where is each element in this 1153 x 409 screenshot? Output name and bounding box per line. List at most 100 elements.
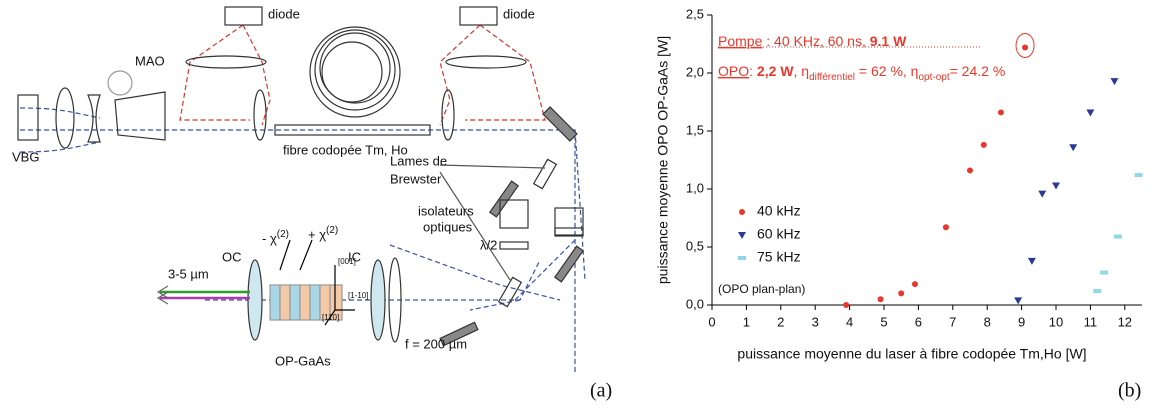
x-tick-label: 3	[812, 314, 819, 329]
marker	[1022, 44, 1029, 51]
x-tick-label: 1	[743, 314, 750, 329]
isolator	[499, 199, 529, 229]
arrow-head	[156, 285, 169, 305]
pump-beam	[179, 24, 546, 126]
pointer	[279, 239, 313, 271]
mirror	[542, 106, 578, 142]
annotation: 9.1 W	[870, 33, 907, 49]
marker	[1069, 144, 1078, 152]
label: diode	[268, 6, 300, 21]
marker	[911, 281, 918, 288]
y-axis-title: puissance moyenne OPO OP-GaAs [W]	[655, 36, 671, 284]
legend-label: 40 kHz	[757, 203, 801, 219]
ic-mirror	[370, 259, 386, 341]
x-tick-label: 11	[1084, 314, 1098, 329]
label: - χ	[262, 231, 277, 246]
crystal	[269, 284, 343, 321]
half-wave-plate	[499, 241, 529, 250]
label: Lames de	[390, 153, 447, 168]
mao	[114, 91, 166, 141]
x-tick-label: 6	[915, 314, 922, 329]
fiber	[274, 124, 431, 136]
fiber-coil	[309, 26, 401, 118]
beam	[20, 129, 586, 375]
marker	[1052, 182, 1060, 190]
lens	[87, 94, 101, 143]
marker	[1113, 234, 1122, 239]
x-tick-label: 12	[1118, 314, 1132, 329]
chart: Pompe : 40 KHz, 60 ns, 9.1 W OPO: 2,2 W,…	[655, 6, 1143, 362]
marker	[1027, 257, 1036, 265]
lens	[185, 55, 267, 69]
diagram	[17, 6, 586, 375]
label: 3-5 µm	[168, 266, 209, 281]
legend-label: 75 kHz	[757, 249, 801, 265]
isolator	[554, 207, 584, 237]
lens	[55, 87, 75, 149]
mirror	[488, 180, 520, 218]
label: [110]	[322, 313, 339, 322]
label: + χ	[308, 227, 326, 242]
label: Brewster	[390, 171, 442, 186]
label: diode	[503, 6, 535, 21]
marker	[898, 290, 905, 297]
lens	[388, 257, 402, 343]
label: optiques	[423, 219, 473, 234]
y-tick-label: 2,5	[686, 6, 704, 21]
marker	[1014, 297, 1023, 305]
lens	[253, 89, 267, 141]
x-tick-label: 9	[1018, 314, 1025, 329]
vbg	[17, 94, 39, 141]
x-tick-label: 5	[880, 314, 887, 329]
marker	[1134, 173, 1143, 178]
marker	[738, 232, 746, 239]
y-tick-label: 2,0	[686, 64, 704, 79]
y-tick-label: 1,0	[686, 180, 704, 195]
annotation: :	[749, 63, 757, 79]
x-tick-label: 7	[949, 314, 956, 329]
crystal-axes	[324, 265, 355, 326]
label: IC	[348, 249, 361, 264]
pointer	[439, 164, 546, 281]
marker	[1086, 109, 1095, 117]
annotation: , η	[793, 63, 809, 79]
oc-mirror	[247, 259, 263, 341]
beam	[19, 107, 561, 301]
x-tick-label: 8	[984, 314, 991, 329]
marker	[967, 167, 973, 174]
marker	[1110, 78, 1119, 86]
x-tick-label: 4	[846, 314, 853, 329]
legend-label: 60 kHz	[757, 226, 801, 242]
annotation: Pompe : 40 KHz, 60 ns, 9.1 W	[718, 33, 907, 49]
label: fibre codopée Tm, Ho	[283, 142, 408, 157]
lens	[445, 55, 527, 69]
x-axis-title: puissance moyenne du laser à fibre codop…	[737, 346, 1086, 362]
diagram-labels: diode diode MAO VBG fibre codopée Tm, Ho…	[12, 6, 535, 368]
x-tick-label: 10	[1049, 314, 1063, 329]
marker	[1038, 190, 1047, 198]
x-tick-label: 0	[708, 314, 715, 329]
label: isolateurs	[418, 203, 474, 218]
label: f = 200 µm	[405, 336, 467, 351]
annotation: OPO: 2,2 W, ηdifférentiel = 62 %, ηopt-o…	[718, 63, 1005, 83]
half-wave-plate	[554, 227, 584, 236]
annotation: 2,2 W	[757, 63, 794, 79]
label: OP-GaAs	[275, 353, 331, 368]
caption: (a)	[590, 380, 612, 402]
marker	[877, 296, 884, 303]
annotation: opt-opt	[918, 72, 949, 83]
label: λ/2	[480, 237, 497, 252]
label: (2)	[326, 225, 338, 236]
note: (OPO plan-plan)	[718, 282, 805, 296]
marker	[1100, 270, 1109, 275]
diode	[224, 6, 263, 26]
annotation: Pompe	[718, 33, 763, 49]
marker	[980, 141, 987, 148]
marker	[1093, 289, 1102, 294]
highlight	[1015, 32, 1035, 58]
annotation: = 62 %, η	[855, 63, 918, 79]
x-tick-label: 2	[777, 314, 784, 329]
label: + χ(2)	[308, 225, 338, 243]
lens	[441, 89, 455, 141]
